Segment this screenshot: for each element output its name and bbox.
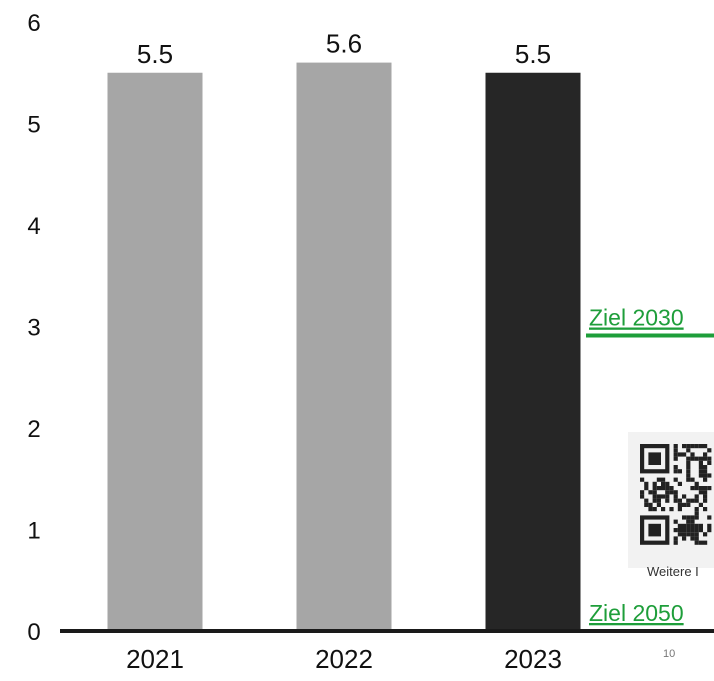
data-labels-group: 5.5 5.6 5.5 <box>137 29 551 69</box>
qr-code-block[interactable]: Weitere I <box>628 432 714 579</box>
x-tick-label: 2022 <box>315 644 373 674</box>
y-tick-label: 2 <box>27 416 40 443</box>
bar-2023[interactable] <box>485 72 581 631</box>
x-tick-label: 2023 <box>504 644 562 674</box>
target-label-1: Ziel 2050 <box>589 600 684 626</box>
bar-2021[interactable] <box>107 72 203 631</box>
data-label-2021: 5.5 <box>137 39 173 69</box>
data-label-2023: 5.5 <box>515 39 551 69</box>
bars-group <box>107 62 581 632</box>
y-tick-label: 5 <box>27 112 40 139</box>
y-axis-ticks: 0 1 2 3 4 5 6 <box>27 10 40 646</box>
y-tick-label: 3 <box>27 315 40 342</box>
data-label-2022: 5.6 <box>326 29 362 59</box>
x-tick-label: 2021 <box>126 644 184 674</box>
target-label-0: Ziel 2030 <box>589 305 684 331</box>
y-tick-label: 1 <box>27 518 40 545</box>
page-number: 10 <box>663 648 675 660</box>
y-tick-label: 4 <box>27 213 40 240</box>
y-tick-label: 6 <box>27 10 40 37</box>
x-axis-ticks: 2021 2022 2023 <box>126 644 562 674</box>
y-tick-label: 0 <box>27 619 40 646</box>
qr-caption: Weitere I <box>647 564 699 579</box>
qr-code-icon[interactable] <box>640 444 712 545</box>
bar-2022[interactable] <box>296 62 392 632</box>
